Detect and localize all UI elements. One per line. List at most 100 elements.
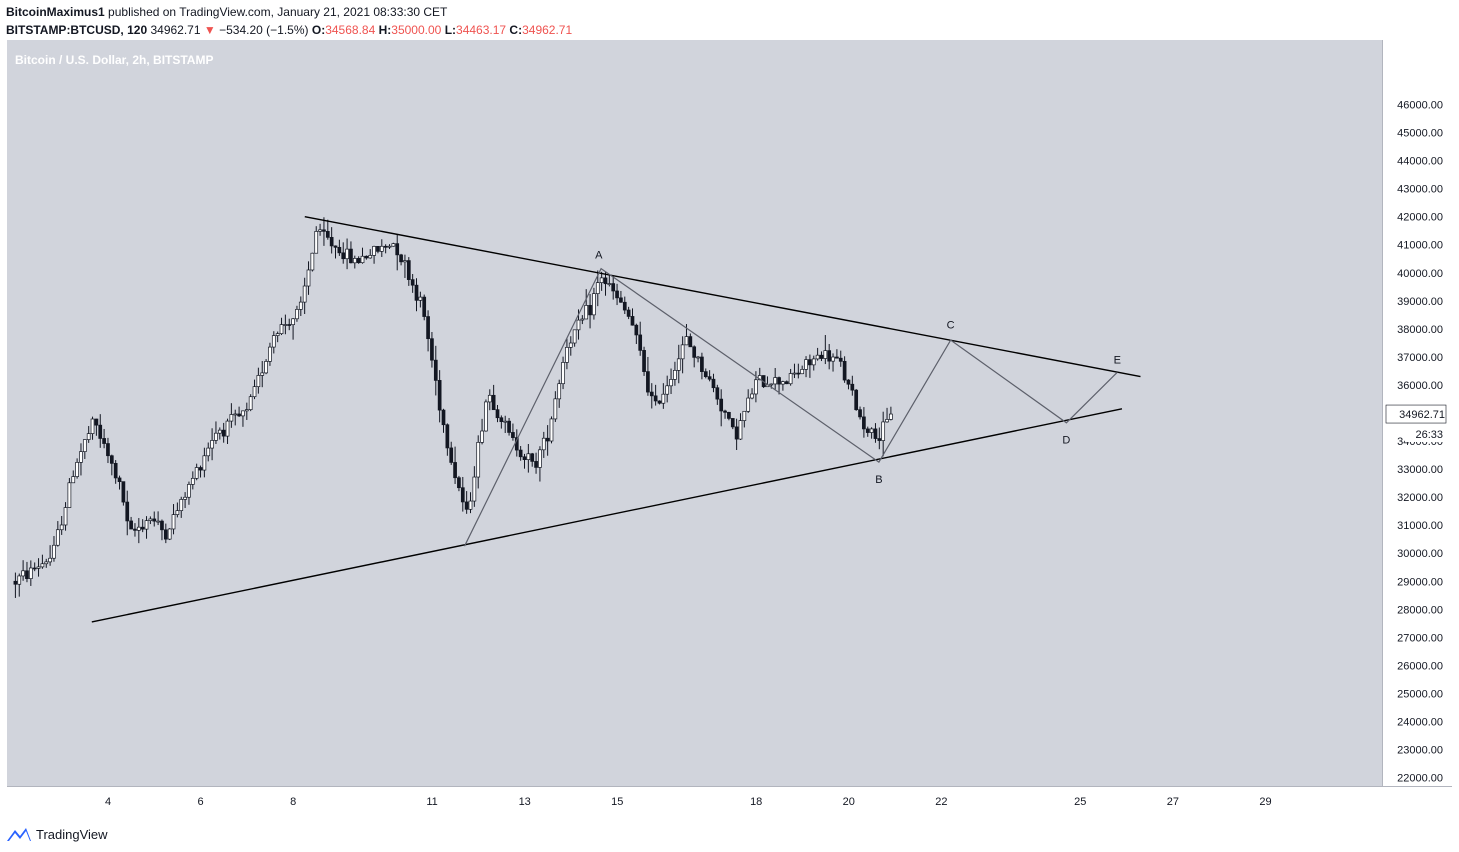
candle-body xyxy=(784,381,789,385)
y-tick-label: 29000.00 xyxy=(1397,576,1443,588)
y-tick-label: 33000.00 xyxy=(1397,464,1443,476)
candle-body xyxy=(549,418,554,442)
candle-body xyxy=(399,254,403,263)
candle-body xyxy=(769,383,774,386)
y-tick-label: 38000.00 xyxy=(1397,324,1443,336)
author-name[interactable]: BitcoinMaximus1 xyxy=(6,5,105,19)
candle-body xyxy=(71,476,76,484)
y-tick-label: 44000.00 xyxy=(1397,156,1443,168)
candle-body xyxy=(723,410,727,413)
x-tick-label: 6 xyxy=(198,796,204,808)
candle-body xyxy=(422,296,427,317)
wave-label-e: E xyxy=(1114,355,1121,367)
candle-body xyxy=(580,318,585,321)
y-tick-label: 46000.00 xyxy=(1397,100,1443,112)
symbol-label[interactable]: BITSTAMP:BTCUSD, 120 xyxy=(6,23,148,37)
y-tick-label: 23000.00 xyxy=(1397,745,1443,757)
countdown-tag-text: 26:33 xyxy=(1415,429,1443,441)
y-tick-label: 45000.00 xyxy=(1397,128,1443,140)
candle-body xyxy=(298,301,303,310)
y-tick-label: 40000.00 xyxy=(1397,268,1443,280)
publish-header: BitcoinMaximus1 published on TradingView… xyxy=(6,4,447,20)
candle-body xyxy=(279,324,284,335)
candle-body xyxy=(90,418,95,434)
candle-body xyxy=(252,386,257,398)
candle-body xyxy=(487,394,492,403)
candle-body xyxy=(538,449,542,468)
candle-body xyxy=(649,391,654,397)
time-axis[interactable] xyxy=(7,786,1452,814)
candle-body xyxy=(349,248,353,264)
currency-label: USD xyxy=(1405,53,1428,65)
candle-body xyxy=(719,398,724,412)
candle-body xyxy=(468,500,473,510)
candle-body xyxy=(889,413,893,420)
open-label: O: xyxy=(311,23,326,37)
candle-body xyxy=(858,409,862,418)
y-tick-label: 22000.00 xyxy=(1397,773,1443,785)
x-tick-label: 11 xyxy=(426,796,437,808)
candle-body xyxy=(94,418,99,426)
candle-body xyxy=(426,316,430,340)
candle-body xyxy=(642,350,646,372)
candle-body xyxy=(495,409,500,419)
footer-brand-label: TradingView xyxy=(36,826,108,842)
candle-body xyxy=(827,350,832,362)
candle-body xyxy=(325,231,330,238)
candle-body xyxy=(865,428,870,433)
candle-body xyxy=(55,529,60,546)
candle-body xyxy=(28,567,33,579)
candle-body xyxy=(318,229,322,232)
candle-body xyxy=(511,432,515,438)
candle-body xyxy=(136,526,141,531)
candle-body xyxy=(121,481,126,503)
candle-body xyxy=(711,378,716,389)
candle-body xyxy=(171,514,176,530)
candle-body xyxy=(187,484,191,498)
candle-body xyxy=(754,379,758,395)
publish-info: published on TradingView.com, January 21… xyxy=(108,5,448,19)
candle-body xyxy=(256,375,261,388)
candle-body xyxy=(287,324,292,326)
candle-body xyxy=(248,396,253,410)
candle-body xyxy=(838,357,843,362)
y-tick-label: 36000.00 xyxy=(1397,380,1443,392)
low-value: 34463.17 xyxy=(456,23,507,37)
candle-body xyxy=(430,338,434,361)
down-arrow-icon: ▼ xyxy=(203,23,216,37)
candle-body xyxy=(160,520,164,531)
candle-body xyxy=(777,377,781,385)
candle-body xyxy=(329,237,334,247)
high-label: H: xyxy=(378,23,392,37)
candle-body xyxy=(746,397,751,412)
candle-body xyxy=(437,380,442,411)
chart-title: Bitcoin / U.S. Dollar, 2h, BITSTAMP xyxy=(15,53,213,67)
candle-body xyxy=(503,420,508,423)
price-tags: 34962.71 26:33 xyxy=(1385,404,1447,443)
candle-body xyxy=(696,356,700,359)
candle-body xyxy=(360,255,365,264)
candle-body xyxy=(518,449,523,458)
candle-body xyxy=(283,324,288,326)
candle-body xyxy=(202,455,207,471)
candle-body xyxy=(885,419,889,423)
candle-body xyxy=(673,370,677,380)
candle-body xyxy=(306,269,311,287)
last-price: 34962.71 xyxy=(150,23,201,37)
candle-body xyxy=(734,426,739,440)
y-tick-label: 42000.00 xyxy=(1397,212,1443,224)
candle-body xyxy=(314,231,319,254)
candle-body xyxy=(59,524,64,531)
candle-body xyxy=(387,245,392,248)
candle-body xyxy=(221,429,226,437)
candle-body xyxy=(576,319,581,331)
candle-body xyxy=(522,456,527,461)
candle-body xyxy=(622,301,627,311)
candle-body xyxy=(831,356,835,362)
candle-body xyxy=(368,255,373,259)
plot-area[interactable] xyxy=(7,40,1382,786)
candle-body xyxy=(391,243,396,247)
footer-brand[interactable]: TradingView xyxy=(6,824,108,844)
candle-body xyxy=(190,477,195,485)
